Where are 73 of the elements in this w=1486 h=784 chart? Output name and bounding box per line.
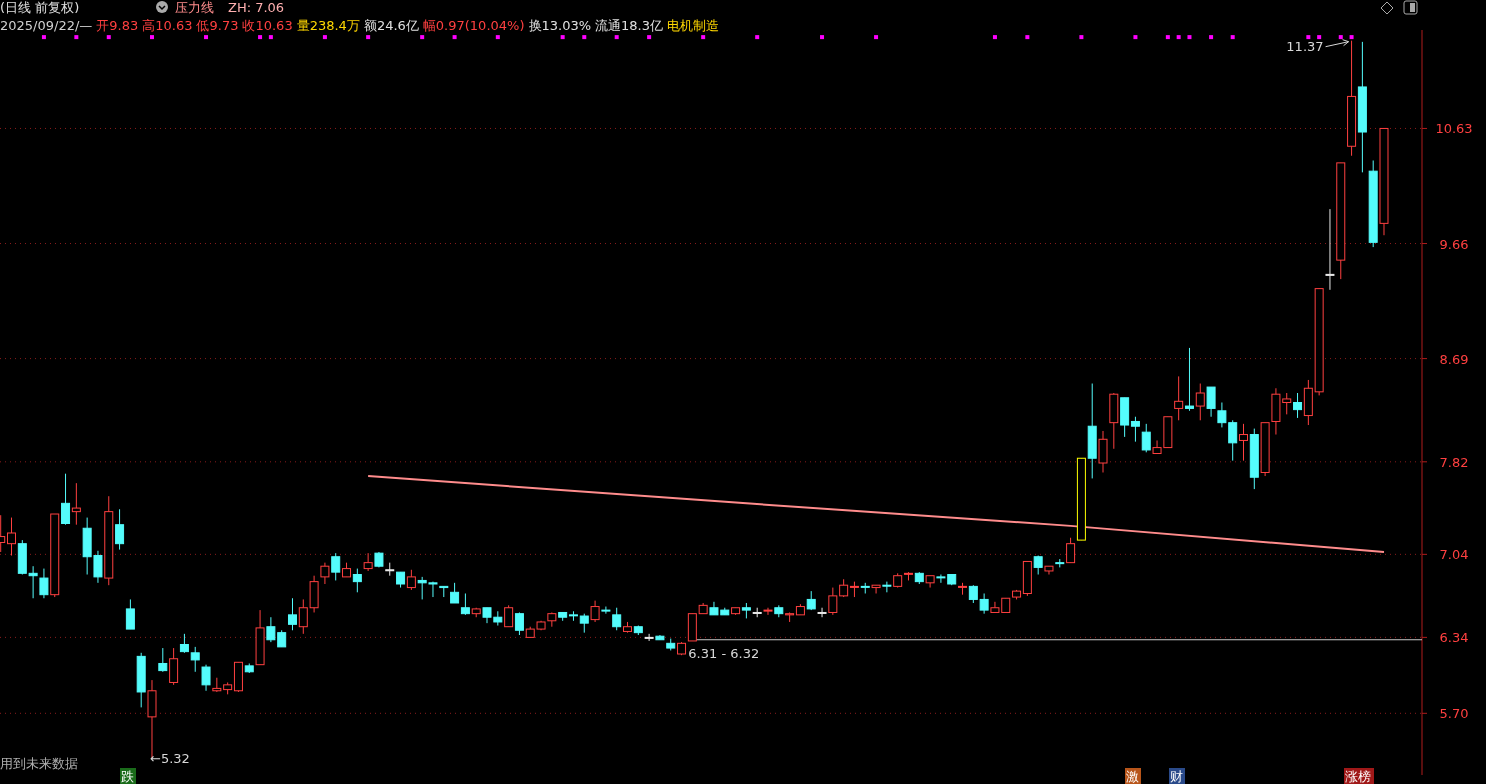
candlestick [61, 473, 71, 526]
candlestick [1195, 383, 1205, 421]
y-tick-label: 5.70 [1439, 706, 1469, 722]
candlestick [39, 568, 49, 599]
candlestick [1325, 208, 1335, 291]
candlestick [1141, 423, 1151, 453]
y-tick-label: 8.69 [1439, 351, 1469, 367]
annotation: 低9.73 [196, 18, 239, 33]
candlestick [363, 552, 373, 572]
annotation: ←5.32 [150, 751, 190, 767]
candlestick [504, 604, 514, 628]
candlestick [71, 482, 81, 526]
candlestick [190, 646, 200, 673]
candlestick [7, 517, 17, 557]
text: ZH: 7.06 [228, 0, 285, 15]
annotation: 幅0.97(10.04%) [422, 18, 525, 33]
candlestick [287, 597, 297, 631]
candlestick [590, 600, 600, 623]
candlestick [1066, 537, 1076, 564]
candlestick [460, 593, 470, 616]
candlestick [158, 647, 168, 673]
candlestick [406, 569, 416, 591]
annotation: 11.37 [1286, 38, 1324, 54]
text: 压力线 [175, 0, 214, 15]
annotation: 用到未来数据 [0, 756, 78, 771]
y-tick-label: 6.34 [1439, 630, 1469, 646]
annotation: 流通18.3亿 [595, 18, 664, 33]
candlestick [1239, 423, 1249, 462]
y-tick-label: 9.66 [1439, 236, 1469, 252]
candlestick [115, 508, 125, 551]
candlestick [179, 633, 189, 654]
candlestick [169, 647, 179, 686]
candlestick [450, 582, 460, 604]
candlestick [320, 562, 330, 585]
annotation: 额24.6亿 [363, 18, 419, 33]
candlestick [1098, 430, 1108, 473]
candlestick [331, 552, 341, 581]
candlestick [644, 633, 654, 642]
candlestick [1130, 416, 1140, 443]
candlestick [125, 598, 135, 630]
candlestick [1206, 386, 1216, 418]
candlestick [763, 607, 773, 616]
candlestick [871, 584, 881, 594]
candlestick [514, 611, 524, 636]
candlestick [579, 613, 589, 634]
annotation: 高10.63 [142, 18, 193, 33]
annotation: 2025/09/22/— [0, 18, 93, 33]
annotation: 涨榜 [1345, 769, 1371, 784]
annotation: 财 [1170, 769, 1183, 784]
candlestick [612, 607, 622, 631]
candlestick [601, 606, 611, 615]
annotation: 激 [1126, 769, 1139, 784]
candlestick [352, 568, 362, 593]
line-series [367, 475, 1385, 553]
candlestick [828, 587, 838, 616]
annotation: 收10.63 [242, 18, 293, 33]
candlestick [1293, 392, 1303, 419]
annotation: 量238.4万 [296, 18, 360, 33]
y-tick-label: 10.63 [1435, 121, 1473, 137]
candlestick [882, 581, 892, 593]
annotation: 开9.83 [96, 18, 139, 33]
candlestick [1174, 375, 1184, 421]
candlestick [1184, 347, 1194, 412]
y-tick-label: 7.82 [1439, 454, 1469, 470]
annotation: 电机制造 [667, 18, 720, 33]
annotation: 6.31 - 6.32 [688, 645, 760, 661]
candlestick [547, 611, 557, 628]
annotation: 跌 [121, 769, 134, 784]
y-tick-label: 7.04 [1439, 547, 1469, 563]
annotation: 换13.03% [528, 18, 592, 33]
chart-title: (日线 前复权) [0, 0, 80, 15]
candlestick [817, 607, 827, 618]
candlestick [201, 664, 211, 692]
